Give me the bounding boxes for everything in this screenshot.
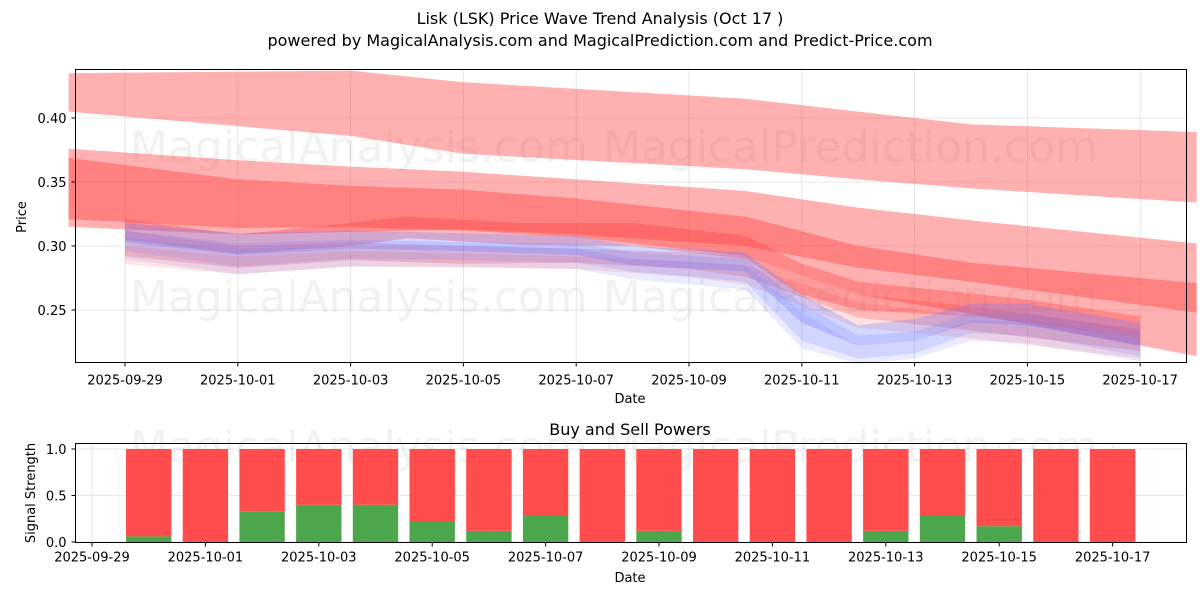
y-tick-label: 0.5	[46, 490, 67, 505]
sell-bar	[579, 449, 625, 542]
x-tick-label: 2025-09-29	[54, 551, 130, 566]
band-price-wave-blue-1	[125, 223, 1141, 346]
sell-bar	[409, 449, 455, 522]
bar-chart-x-label: Date	[614, 571, 645, 586]
bar-series	[126, 449, 1136, 542]
bar-chart-x-ticks: 2025-09-29 2025-10-01 2025-10-03 2025-10-05…	[54, 542, 1151, 566]
band-middle-band-dark	[68, 157, 1197, 357]
buy-bar	[296, 504, 342, 542]
price-chart-y-ticks: 0.25 0.30 0.35 0.40	[38, 112, 76, 319]
buy-bar	[126, 536, 172, 542]
buy-bar	[919, 515, 966, 542]
x-tick-label: 2025-10-11	[735, 551, 811, 566]
sell-bar	[693, 449, 739, 542]
x-tick-label: 2025-10-03	[313, 374, 389, 389]
x-tick-label: 2025-10-05	[394, 551, 470, 566]
x-tick-label: 2025-10-01	[200, 374, 276, 389]
x-tick-label: 2025-10-09	[621, 551, 697, 566]
x-tick-label: 2025-10-01	[168, 551, 244, 566]
buy-bar	[466, 530, 512, 542]
sell-bar	[806, 449, 852, 542]
bar-chart-y-label: Signal Strength	[24, 443, 39, 543]
x-tick-label: 2025-10-13	[877, 374, 953, 389]
x-tick-label: 2025-10-07	[538, 374, 614, 389]
sell-bar	[1089, 449, 1136, 542]
x-tick-label: 2025-09-29	[87, 374, 163, 389]
sell-bar	[919, 449, 966, 516]
sell-bar	[1033, 449, 1079, 542]
price-chart-frame	[75, 69, 1187, 363]
x-tick-label: 2025-10-07	[508, 551, 584, 566]
bar-chart-frame	[75, 443, 1187, 543]
y-tick-label: 0.35	[38, 176, 67, 191]
price-chart-x-label: Date	[614, 392, 645, 407]
band-price-wave-blue-3	[125, 237, 1141, 364]
band-price-wave-red-2	[125, 230, 1141, 351]
price-chart-grid	[75, 69, 1187, 363]
watermark: MagicalPrediction.com	[603, 272, 1098, 323]
band-upper-band	[68, 70, 1197, 203]
y-tick-label: 1.0	[46, 443, 67, 458]
price-bands	[68, 70, 1197, 364]
sell-bar	[466, 449, 512, 531]
y-tick-label: 0.40	[38, 112, 67, 127]
price-chart-y-label: Price	[15, 201, 30, 233]
buy-bar	[522, 515, 569, 542]
sell-bar	[182, 449, 229, 542]
x-tick-label: 2025-10-11	[764, 374, 840, 389]
x-tick-label: 2025-10-17	[1075, 551, 1151, 566]
watermark: MagicalAnalysis.com	[130, 122, 588, 173]
bar-chart-title: Buy and Sell Powers	[549, 420, 711, 439]
watermark: MagicalPrediction.com	[603, 122, 1098, 173]
sell-bar	[863, 449, 909, 531]
x-tick-label: 2025-10-15	[961, 551, 1037, 566]
watermark: MagicalAnalysis.com	[130, 272, 588, 323]
band-price-wave-red-1	[125, 216, 1141, 339]
x-tick-label: 2025-10-13	[848, 551, 924, 566]
sell-bar	[522, 449, 569, 516]
x-tick-label: 2025-10-09	[651, 374, 727, 389]
buy-bar	[352, 504, 399, 542]
sell-bar	[636, 449, 682, 531]
x-tick-label: 2025-10-05	[426, 374, 502, 389]
band-middle-band-light	[68, 148, 1197, 313]
y-tick-label: 0.30	[38, 240, 67, 255]
buy-bar	[976, 526, 1022, 542]
chart-title: Lisk (LSK) Price Wave Trend Analysis (Oc…	[416, 9, 784, 28]
band-price-wave-blue-2	[125, 230, 1141, 359]
band-price-wave-red-3	[125, 246, 1141, 359]
buy-bar	[863, 530, 909, 542]
sell-bar	[749, 449, 796, 542]
bar-chart-y-ticks: 0.0 0.5 1.0	[46, 443, 76, 551]
sell-bar	[239, 449, 285, 512]
sell-bar	[126, 449, 172, 537]
y-tick-label: 0.0	[46, 536, 67, 551]
sell-bar	[296, 449, 342, 505]
buy-bar	[409, 521, 455, 542]
price-chart-x-ticks: 2025-09-29 2025-10-01 2025-10-03 2025-10-05…	[87, 362, 1178, 389]
sell-bar	[352, 449, 399, 505]
price-chart-watermarks: MagicalAnalysis.com MagicalPrediction.co…	[130, 122, 1098, 323]
chart-subtitle: powered by MagicalAnalysis.com and Magic…	[267, 31, 933, 50]
sell-bar	[976, 449, 1022, 527]
x-tick-label: 2025-10-17	[1102, 374, 1178, 389]
buy-bar	[636, 530, 682, 542]
x-tick-label: 2025-10-15	[990, 374, 1066, 389]
x-tick-label: 2025-10-03	[281, 551, 357, 566]
y-tick-label: 0.25	[38, 304, 67, 319]
buy-bar	[239, 511, 285, 542]
